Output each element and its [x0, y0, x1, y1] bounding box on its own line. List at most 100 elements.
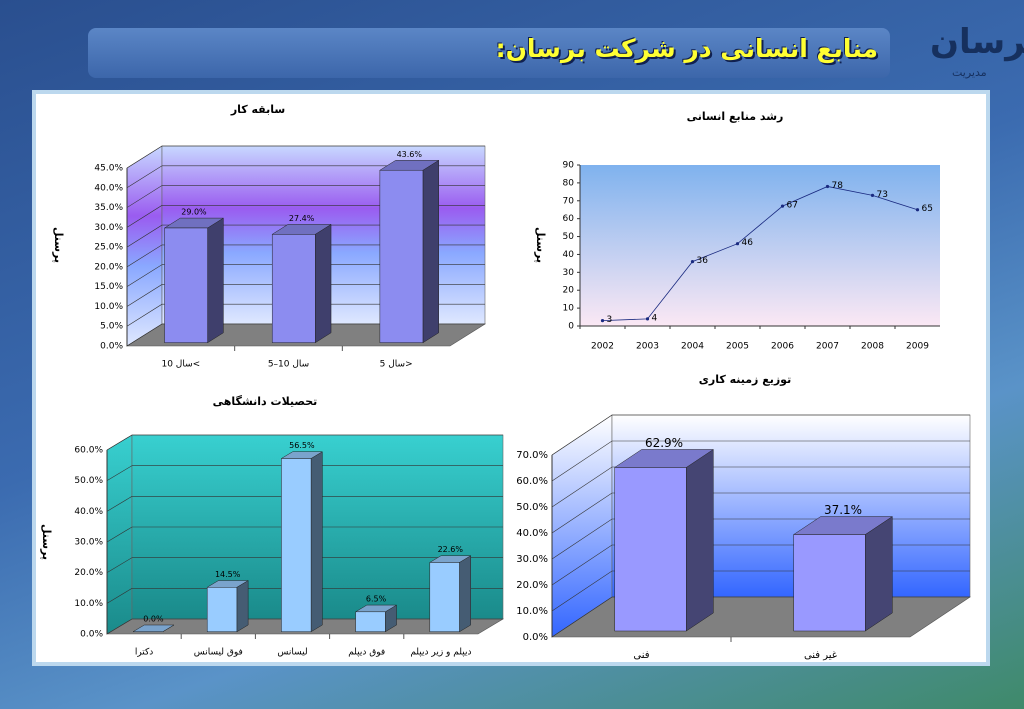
y-tick-label: 30 [563, 268, 575, 278]
x-tick-label: 2004 [681, 342, 704, 352]
y-tick-label: 70.0% [516, 450, 548, 461]
x-tick-label: 2007 [816, 342, 839, 352]
bar [271, 234, 316, 343]
bar [206, 587, 238, 632]
logo-subtitle: مدیریت [952, 66, 987, 79]
value-label: 0.0% [143, 615, 164, 624]
point [825, 184, 830, 189]
grid-line [106, 496, 503, 512]
y-tick-label: 40.0% [74, 507, 103, 517]
y-tick-label: 70 [563, 196, 575, 206]
grid-line [126, 185, 485, 208]
grid-line [106, 588, 503, 604]
y-axis-label: پرسنل [52, 227, 65, 263]
value-label: 29.0% [181, 208, 207, 217]
grid-line [126, 323, 485, 347]
y-tick-label: 40.0% [94, 183, 123, 193]
grid-line [106, 465, 503, 481]
point [600, 319, 605, 323]
value-label: 73 [877, 190, 888, 200]
y-tick-label: 30.0% [74, 538, 103, 548]
bar [281, 458, 312, 632]
bar [793, 534, 866, 632]
grid-line [551, 440, 970, 482]
grid-line [126, 205, 485, 228]
y-tick-label: 40.0% [516, 528, 548, 539]
value-label: 65 [922, 204, 933, 214]
grid-line [551, 466, 970, 508]
point [915, 208, 920, 212]
x-tick-label: فنی [633, 650, 649, 661]
grid-line [126, 303, 485, 327]
chart-title: تحصیلات دانشگاهی [213, 395, 318, 408]
value-label: 4 [652, 313, 658, 323]
chart-title: سابقه کار [230, 103, 285, 116]
y-tick-label: 0 [568, 322, 574, 332]
value-label: 56.5% [289, 441, 315, 450]
chart-title: توزیع زمینه کاری [699, 373, 791, 386]
value-label: 22.6% [438, 545, 464, 554]
bar-top [132, 624, 175, 632]
bar-side [236, 580, 249, 633]
grid-line [551, 414, 970, 456]
x-tick-label: دکترا [135, 648, 153, 658]
y-tick-label: 90 [563, 161, 575, 171]
y-tick-label: 20.0% [74, 568, 103, 578]
bar-side [310, 451, 323, 633]
value-label: 43.6% [397, 150, 423, 159]
header-bar: منابع انسانی در شرکت برسان: [88, 28, 890, 78]
y-tick-label: 25.0% [94, 243, 123, 253]
bar-side [207, 217, 224, 344]
chart-title: رشد منابع انسانی [687, 110, 784, 123]
x-tick-label: 2009 [906, 342, 929, 352]
x-tick-label: 2003 [636, 342, 659, 352]
x-tick-label: فوق لیسانس [194, 648, 243, 658]
y-tick-label: 0.0% [523, 632, 548, 643]
grid-line [106, 557, 503, 573]
y-tick-label: 50.0% [516, 502, 548, 513]
bar-side [865, 516, 893, 632]
line [602, 186, 918, 322]
value-label: 27.4% [289, 214, 315, 223]
grid-line [126, 244, 485, 268]
bar [164, 227, 208, 343]
y-tick-label: 10.0% [94, 302, 123, 312]
x-tick-label: سال 10–5 [268, 360, 309, 370]
y-tick-label: 20.0% [516, 580, 548, 591]
value-label: 62.9% [645, 436, 683, 450]
x-tick-label: 2006 [771, 342, 794, 352]
x-tick-label: 2005 [726, 342, 749, 352]
value-label: 78 [832, 181, 844, 191]
value-label: 36 [697, 256, 709, 266]
y-tick-label: 35.0% [94, 203, 123, 213]
x-tick-label: فوق دیپلم [348, 648, 385, 658]
grid-line [126, 145, 485, 169]
value-label: 67 [787, 201, 798, 211]
y-tick-label: 5.0% [100, 322, 123, 332]
x-tick-label: دیپلم و زیر دیپلم [410, 648, 471, 658]
y-axis-label: پرسنل [534, 227, 547, 263]
grid-line [126, 284, 485, 307]
point [645, 317, 650, 321]
point [780, 204, 785, 208]
value-label: 46 [742, 238, 754, 248]
point [690, 260, 695, 264]
y-tick-label: 30.0% [516, 554, 548, 565]
y-tick-label: 10.0% [516, 606, 548, 617]
y-axis-label: پرسنل [40, 524, 53, 560]
bar [614, 467, 687, 632]
bar-side [686, 448, 714, 632]
y-tick-label: 60 [563, 214, 575, 224]
y-tick-label: 0.0% [100, 342, 123, 352]
y-tick-label: 45.0% [94, 164, 123, 174]
bar-side [459, 555, 471, 633]
value-label: 6.5% [366, 595, 387, 604]
y-tick-label: 60.0% [74, 446, 103, 456]
grid-line [126, 165, 485, 189]
side-wall [126, 145, 163, 347]
x-tick-label: سال 5> [380, 360, 413, 370]
grid-line [126, 264, 485, 287]
y-tick-label: 30.0% [94, 223, 123, 233]
